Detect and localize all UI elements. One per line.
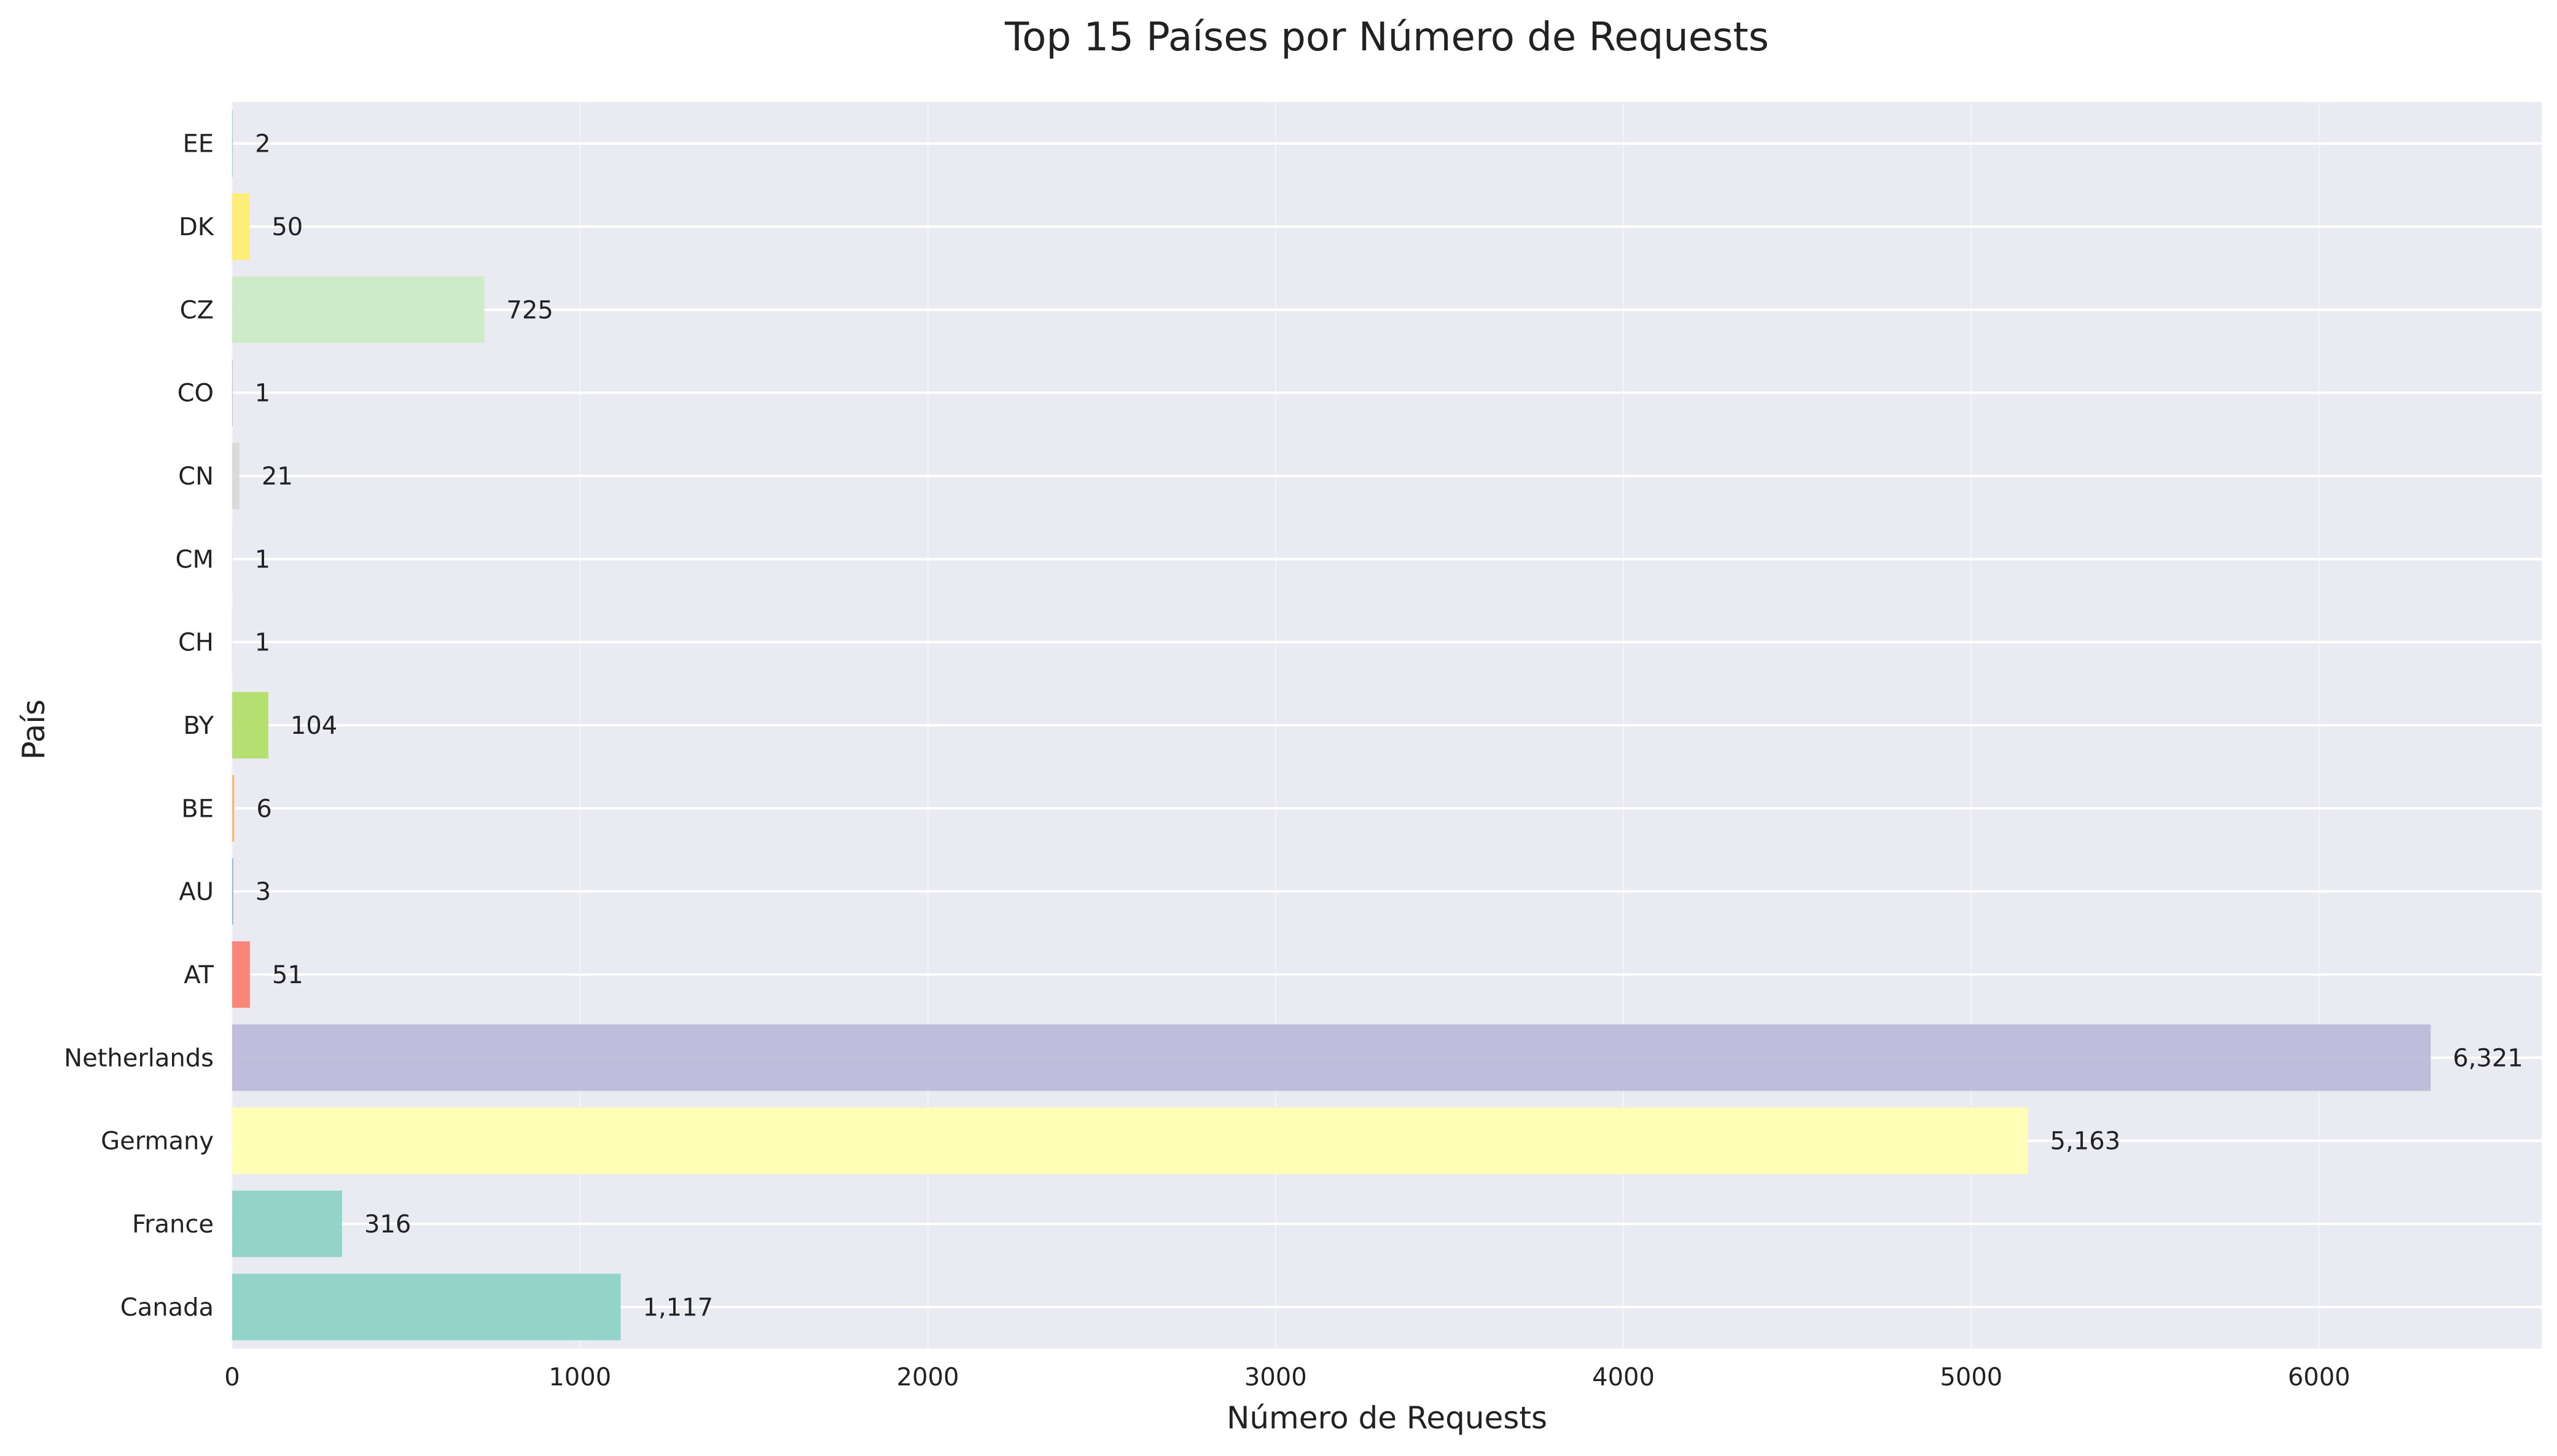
- x-tick-label: 4000: [1592, 1363, 1655, 1392]
- bar-ee: [232, 110, 233, 177]
- bar-netherlands: [232, 1024, 2431, 1091]
- bar-at: [232, 941, 250, 1008]
- data-label-cn: 21: [262, 462, 293, 491]
- y-tick-label-dk: DK: [179, 213, 215, 241]
- y-tick-label-ch: CH: [178, 629, 214, 657]
- bar-canada: [232, 1274, 621, 1341]
- data-label-at: 51: [272, 961, 303, 989]
- bar-au: [232, 858, 233, 925]
- data-label-ch: 1: [255, 629, 270, 657]
- y-tick-label-be: BE: [181, 795, 214, 823]
- data-label-be: 6: [256, 795, 271, 823]
- bars: [232, 110, 2431, 1341]
- y-tick-label-canada: Canada: [120, 1293, 214, 1322]
- x-tick-label: 1000: [548, 1363, 611, 1392]
- y-axis-label: País: [16, 699, 52, 760]
- bar-be: [232, 775, 235, 842]
- data-label-cz: 725: [507, 296, 553, 324]
- y-tick-label-co: CO: [178, 380, 214, 408]
- bar-dk: [232, 193, 250, 260]
- data-label-ee: 2: [255, 130, 270, 158]
- x-tick-label: 2000: [897, 1363, 959, 1392]
- x-axis-label: Número de Requests: [1227, 1400, 1547, 1436]
- data-label-dk: 50: [271, 213, 303, 241]
- bar-by: [232, 691, 268, 759]
- y-tick-label-at: AT: [184, 961, 214, 989]
- x-tick-label: 3000: [1244, 1363, 1307, 1392]
- y-tick-label-au: AU: [179, 878, 214, 906]
- bar-france: [232, 1190, 342, 1258]
- data-label-au: 3: [256, 878, 271, 906]
- x-tick-label: 6000: [2288, 1363, 2351, 1392]
- data-label-by: 104: [291, 712, 337, 740]
- bar-cz: [232, 276, 485, 343]
- x-tick-label: 5000: [1940, 1363, 2002, 1392]
- chart-title: Top 15 Países por Número de Requests: [1004, 15, 1769, 60]
- bar-ch: [232, 609, 233, 675]
- bar-germany: [232, 1107, 2028, 1174]
- data-labels: 1,117 316 5,163 6,321 51 3 6 104 1 1 21 1 725 50 2: [255, 130, 2523, 1322]
- bar-co: [232, 359, 233, 426]
- y-tick-label-by: BY: [183, 712, 214, 740]
- y-tick-label-cz: CZ: [180, 296, 214, 324]
- y-tick-labels: Canada France Germany Netherlands AT AU BE BY CH…: [64, 130, 215, 1322]
- data-label-cm: 1: [255, 545, 270, 574]
- y-tick-label-france: France: [132, 1210, 214, 1239]
- data-label-co: 1: [255, 380, 270, 408]
- y-tick-label-ee: EE: [182, 130, 214, 158]
- x-tick-labels: 0 1000 2000 3000 4000 5000 6000: [224, 1363, 2350, 1392]
- y-tick-label-cm: CM: [176, 545, 214, 574]
- x-tick-label: 0: [224, 1363, 240, 1392]
- bar-cm: [232, 526, 233, 593]
- data-label-germany: 5,163: [2050, 1127, 2121, 1156]
- data-label-france: 316: [364, 1210, 411, 1239]
- y-tick-label-germany: Germany: [101, 1127, 214, 1156]
- data-label-canada: 1,117: [643, 1293, 714, 1322]
- bar-cn: [232, 442, 240, 510]
- y-tick-label-netherlands: Netherlands: [64, 1044, 214, 1072]
- y-tick-label-cn: CN: [178, 462, 214, 491]
- data-label-netherlands: 6,321: [2453, 1044, 2523, 1072]
